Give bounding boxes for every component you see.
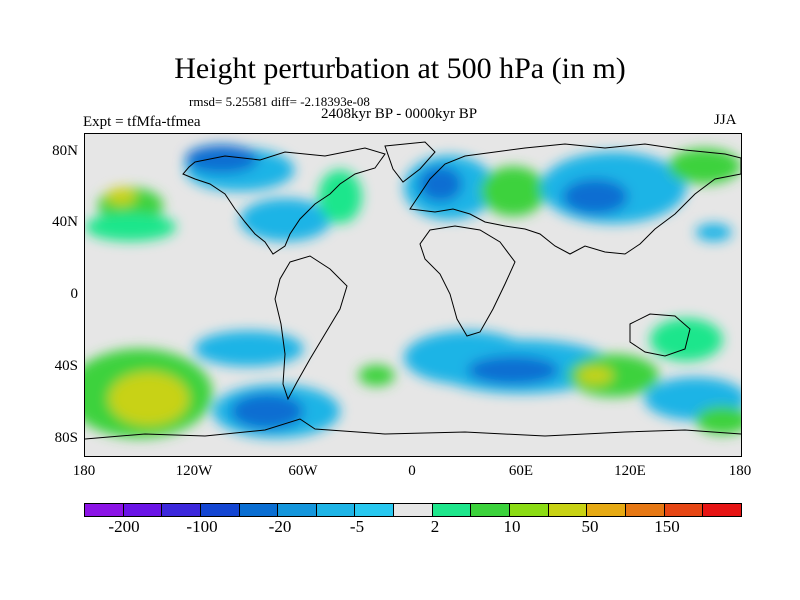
y-tick-40s: 40S (54, 358, 78, 374)
anomaly-region (318, 169, 362, 224)
period-label: 2408kyr BP - 0000kyr BP (321, 106, 478, 122)
colorbar-swatch (394, 504, 433, 516)
coastline-eurasia (409, 143, 741, 255)
colorbar-swatch (85, 504, 124, 516)
anomaly-region (230, 393, 304, 430)
anomaly-region (106, 187, 137, 206)
x-tick-60e: 60E (508, 463, 534, 479)
anomaly-region (695, 223, 732, 242)
anomaly-region (467, 355, 559, 385)
anomaly-region (85, 212, 177, 242)
x-tick-60w: 60W (288, 463, 318, 479)
colorbar-label: 50 (581, 517, 599, 536)
anomaly-region (567, 354, 659, 397)
colorbar-swatch (664, 504, 704, 516)
anomaly-region (480, 166, 547, 217)
colorbar-swatch (625, 504, 665, 516)
anomaly-region (194, 330, 304, 367)
rmsd-label: rmsd= 5.25581 diff= -2.18393e-08 (189, 94, 370, 109)
y-tick-80s: 80S (54, 430, 78, 446)
map-panel (84, 133, 742, 457)
anomaly-field (85, 144, 741, 439)
experiment-label: Expt = tfMfa-tfmea (83, 114, 201, 130)
y-tick-0: 0 (70, 286, 79, 302)
colorbar-swatch (471, 504, 511, 516)
colorbar-swatch (162, 504, 201, 516)
colorbar-label: 10 (503, 517, 521, 536)
colorbar-label: 2 (430, 517, 440, 536)
colorbar (84, 503, 742, 517)
anomaly-region (418, 166, 463, 202)
colorbar-swatch (316, 504, 356, 516)
colorbar-label: -200 (108, 517, 140, 536)
coastline-antarctica (85, 418, 741, 440)
x-tick-180e: 180 (728, 463, 752, 479)
y-tick-80n: 80N (52, 143, 78, 159)
y-tick-40n: 40N (52, 214, 78, 230)
colorbar-label: 150 (654, 517, 680, 536)
coastline-north-america (182, 147, 386, 255)
coastline-greenland (384, 141, 436, 183)
colorbar-swatch (200, 504, 240, 516)
coastlines (85, 141, 741, 440)
colorbar-label: -20 (268, 517, 292, 536)
x-tick-180w: 180 (72, 463, 96, 479)
anomaly-region (358, 364, 395, 387)
colorbar-swatch (355, 504, 395, 516)
x-tick-0: 0 (408, 463, 416, 479)
anomaly-region (185, 144, 259, 174)
x-tick-120w: 120W (175, 463, 213, 479)
colorbar-swatch (548, 504, 588, 516)
season-label: JJA (714, 112, 737, 128)
colorbar-swatch (587, 504, 626, 516)
anomaly-region (577, 366, 614, 385)
anomaly-region (239, 198, 331, 242)
coastline-africa (419, 225, 516, 337)
colorbar-swatch (123, 504, 163, 516)
anomaly-region (649, 318, 723, 362)
anomaly-region (562, 178, 629, 215)
anomaly-region (108, 371, 189, 426)
x-tick-120e: 120E (614, 463, 646, 479)
colorbar-label: -100 (186, 517, 218, 536)
colorbar-swatch (703, 504, 741, 516)
colorbar-label: -5 (349, 517, 365, 536)
plot-title: Height perturbation at 500 hPa (in m) (174, 52, 626, 85)
colorbar-swatch (278, 504, 317, 516)
map-canvas (85, 141, 741, 440)
colorbar-swatch (510, 504, 549, 516)
anomaly-region (695, 405, 741, 435)
anomaly-region (668, 148, 741, 185)
colorbar-swatch (239, 504, 279, 516)
coastline-australia (629, 313, 691, 357)
coastline-south-america (274, 255, 348, 401)
colorbar-swatch (432, 504, 472, 516)
